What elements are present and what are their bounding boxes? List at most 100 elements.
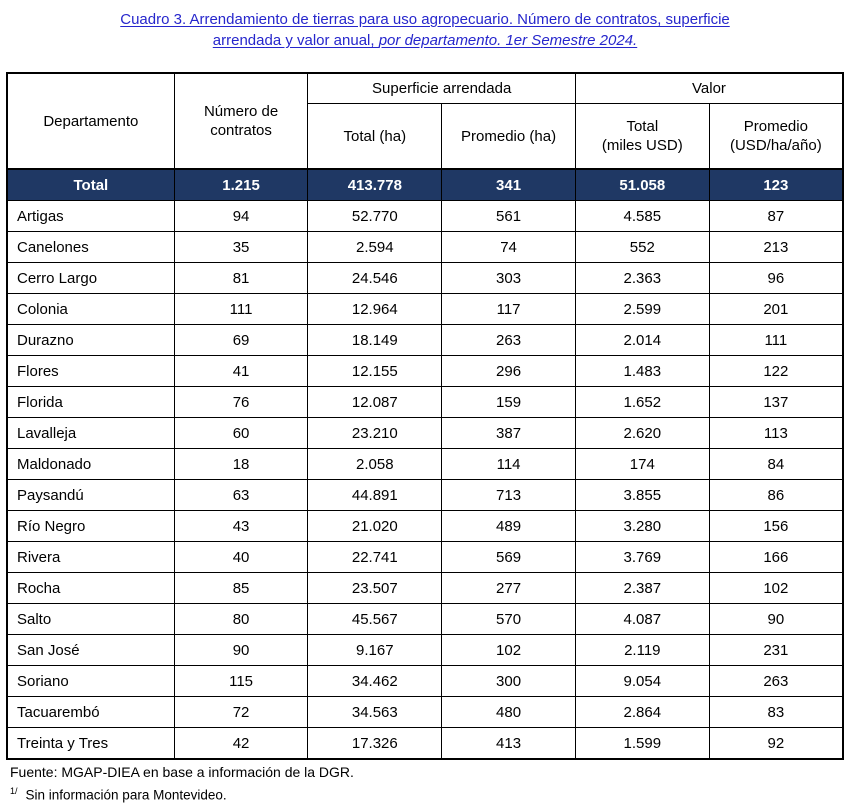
department-cell: Tacuarembó [6, 696, 175, 728]
footnote-marker: 1/ [10, 786, 18, 796]
value-cell: 2.599 [574, 293, 710, 325]
value-cell: 60 [173, 417, 309, 449]
value-cell: 2.058 [307, 448, 443, 480]
value-cell: 137 [708, 386, 844, 418]
value-cell: 174 [574, 448, 710, 480]
table-row: Treinta y Tres 42 17.326 413 1.599 92 [6, 727, 844, 760]
value-cell: 480 [441, 696, 576, 728]
table-row: San José 90 9.167 102 2.119 231 [6, 634, 844, 666]
table-row: Salto 80 45.567 570 4.087 90 [6, 603, 844, 635]
table-body: Artigas 94 52.770 561 4.585 87 Canelones… [6, 200, 844, 760]
value-cell: 114 [441, 448, 576, 480]
value-cell: 231 [708, 634, 844, 666]
value-cell: 387 [441, 417, 576, 449]
department-cell: Flores [6, 355, 175, 387]
department-cell: Salto [6, 603, 175, 635]
value-cell: 84 [708, 448, 844, 480]
value-cell: 303 [441, 262, 576, 294]
department-cell: Colonia [6, 293, 175, 325]
value-cell: 3.769 [574, 541, 710, 573]
value-cell: 18.149 [307, 324, 443, 356]
caption-line-2-italic: por departamento. 1er Semestre 2024. [378, 32, 638, 49]
table-row: Río Negro 43 21.020 489 3.280 156 [6, 510, 844, 542]
value-cell: 12.964 [307, 293, 443, 325]
department-cell: Paysandú [6, 479, 175, 511]
departments-table: Departamento Número de contratos Superfi… [6, 72, 844, 760]
value-cell: 2.387 [574, 572, 710, 604]
table-row: Lavalleja 60 23.210 387 2.620 113 [6, 417, 844, 449]
department-cell: Treinta y Tres [6, 727, 175, 760]
value-cell: 3.280 [574, 510, 710, 542]
value-cell: 2.014 [574, 324, 710, 356]
department-cell: Florida [6, 386, 175, 418]
value-cell: 96 [708, 262, 844, 294]
value-cell: 300 [441, 665, 576, 697]
value-cell: 43 [173, 510, 309, 542]
table-footer: Fuente: MGAP-DIEA en base a información … [10, 763, 850, 804]
total-row: Total 1.215 413.778 341 51.058 123 [6, 168, 844, 201]
value-cell: 113 [708, 417, 844, 449]
value-cell: 552 [574, 231, 710, 263]
caption-line-1: Cuadro 3. Arrendamiento de tierras para … [120, 11, 730, 28]
table-row: Paysandú 63 44.891 713 3.855 86 [6, 479, 844, 511]
department-cell: Maldonado [6, 448, 175, 480]
header-superficie-total: Total (ha) [307, 103, 443, 170]
department-cell: San José [6, 634, 175, 666]
value-cell: 21.020 [307, 510, 443, 542]
total-row-label: Total [6, 168, 175, 201]
value-cell: 12.087 [307, 386, 443, 418]
value-cell: 24.546 [307, 262, 443, 294]
table-row: Cerro Largo 81 24.546 303 2.363 96 [6, 262, 844, 294]
value-cell: 76 [173, 386, 309, 418]
value-cell: 69 [173, 324, 309, 356]
value-cell: 40 [173, 541, 309, 573]
value-cell: 159 [441, 386, 576, 418]
header-superficie-promedio: Promedio (ha) [441, 103, 576, 170]
value-cell: 570 [441, 603, 576, 635]
table-row: Florida 76 12.087 159 1.652 137 [6, 386, 844, 418]
value-cell: 9.167 [307, 634, 443, 666]
value-cell: 111 [173, 293, 309, 325]
footnote-text: Sin información para Montevideo. [25, 787, 227, 803]
department-cell: Durazno [6, 324, 175, 356]
value-cell: 3.855 [574, 479, 710, 511]
department-cell: Canelones [6, 231, 175, 263]
value-cell: 102 [441, 634, 576, 666]
value-cell: 63 [173, 479, 309, 511]
value-cell: 34.563 [307, 696, 443, 728]
value-cell: 263 [441, 324, 576, 356]
value-cell: 166 [708, 541, 844, 573]
value-cell: 263 [708, 665, 844, 697]
value-cell: 296 [441, 355, 576, 387]
table-row: Soriano 115 34.462 300 9.054 263 [6, 665, 844, 697]
table-row: Tacuarembó 72 34.563 480 2.864 83 [6, 696, 844, 728]
value-cell: 102 [708, 572, 844, 604]
department-cell: Soriano [6, 665, 175, 697]
header-valor-promedio: Promedio (USD/ha/año) [708, 103, 844, 170]
value-cell: 44.891 [307, 479, 443, 511]
value-cell: 1.599 [574, 727, 710, 760]
value-cell: 87 [708, 200, 844, 232]
caption-line-2-normal: arrendada y valor anual, [212, 32, 379, 49]
value-cell: 156 [708, 510, 844, 542]
department-cell: Rivera [6, 541, 175, 573]
value-cell: 12.155 [307, 355, 443, 387]
value-cell: 713 [441, 479, 576, 511]
value-cell: 2.864 [574, 696, 710, 728]
value-cell: 80 [173, 603, 309, 635]
total-superficie-total: 413.778 [307, 168, 443, 201]
value-cell: 277 [441, 572, 576, 604]
value-cell: 85 [173, 572, 309, 604]
value-cell: 45.567 [307, 603, 443, 635]
value-cell: 90 [173, 634, 309, 666]
value-cell: 22.741 [307, 541, 443, 573]
header-departamento: Departamento [6, 72, 175, 170]
table-row: Maldonado 18 2.058 114 174 84 [6, 448, 844, 480]
value-cell: 90 [708, 603, 844, 635]
value-cell: 111 [708, 324, 844, 356]
value-cell: 489 [441, 510, 576, 542]
department-cell: Artigas [6, 200, 175, 232]
value-cell: 81 [173, 262, 309, 294]
value-cell: 86 [708, 479, 844, 511]
